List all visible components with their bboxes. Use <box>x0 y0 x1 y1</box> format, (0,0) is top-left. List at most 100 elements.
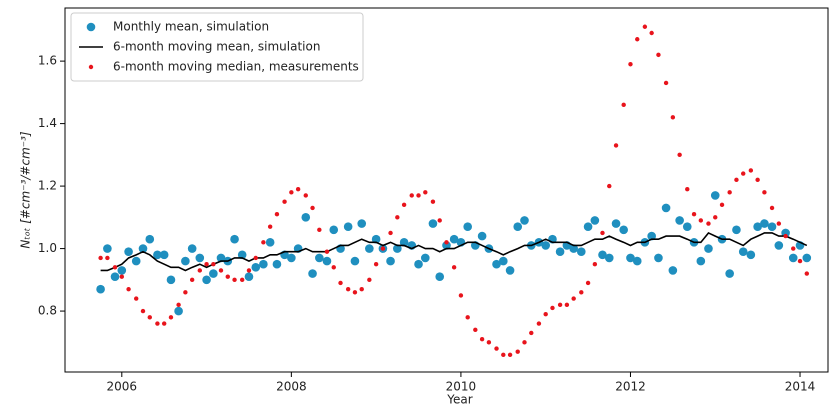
data-point <box>272 259 282 269</box>
data-point <box>734 177 739 183</box>
data-point <box>626 253 635 263</box>
data-point <box>119 274 125 279</box>
data-point <box>350 256 360 266</box>
data-point <box>315 253 324 263</box>
legend-label: 6-month moving median, measurements <box>113 60 359 74</box>
data-point <box>399 238 409 247</box>
data-point <box>421 253 430 263</box>
data-point <box>663 80 669 86</box>
data-point <box>244 272 254 282</box>
data-point <box>492 259 501 269</box>
data-point <box>343 222 353 232</box>
data-point <box>246 268 252 273</box>
data-point <box>202 275 211 285</box>
data-point <box>486 340 492 345</box>
data-point <box>713 215 718 220</box>
data-point <box>802 253 812 263</box>
data-point <box>647 231 656 241</box>
data-point <box>232 277 237 283</box>
data-point <box>529 330 534 336</box>
data-point <box>303 193 308 198</box>
data-point <box>442 241 451 250</box>
data-point <box>131 256 141 266</box>
data-point <box>463 222 472 232</box>
data-point <box>583 222 593 232</box>
data-point <box>451 265 457 270</box>
data-point <box>473 327 478 333</box>
x-tick-label: 2008 <box>276 380 307 394</box>
data-point <box>174 306 183 316</box>
data-point <box>670 115 676 120</box>
data-point <box>774 241 784 250</box>
data-point <box>746 250 756 260</box>
data-point <box>401 202 407 208</box>
data-point <box>331 265 336 270</box>
data-point <box>781 228 790 238</box>
y-axis-label: Nₜₒₜ [#cm⁻³/#cm⁻³] <box>19 131 33 249</box>
plot-frame <box>64 7 829 373</box>
data-point <box>557 302 563 308</box>
data-point <box>225 274 230 279</box>
data-point <box>301 213 311 222</box>
data-point <box>632 256 642 266</box>
data-point <box>430 199 436 204</box>
data-point <box>153 250 162 260</box>
data-point <box>719 202 725 208</box>
data-point <box>725 269 734 278</box>
data-point <box>449 234 459 244</box>
data-point <box>661 203 671 213</box>
data-point <box>607 183 612 189</box>
data-point <box>126 287 131 292</box>
data-point <box>621 102 626 108</box>
data-point <box>550 305 555 311</box>
data-point <box>797 258 803 264</box>
data-point <box>654 253 663 263</box>
data-point <box>769 205 775 211</box>
data-point <box>507 352 513 358</box>
data-point <box>145 234 155 244</box>
data-point <box>274 212 280 217</box>
data-point <box>710 191 720 200</box>
data-point <box>569 244 578 253</box>
data-point <box>183 290 188 295</box>
data-point <box>590 216 600 225</box>
data-point <box>741 171 746 176</box>
y-tick-label: 0.8 <box>38 304 57 318</box>
data-point <box>791 246 796 251</box>
data-point <box>458 293 464 298</box>
data-point <box>124 247 133 257</box>
x-tick-label: 2010 <box>446 380 477 394</box>
data-point <box>134 296 139 301</box>
data-point <box>317 227 322 233</box>
data-point <box>324 249 330 254</box>
data-point <box>762 190 767 195</box>
data-point <box>555 247 565 257</box>
data-point <box>635 37 640 42</box>
data-point <box>611 219 621 228</box>
data-point <box>388 230 393 236</box>
y-tick-label: 1.2 <box>38 179 57 193</box>
data-point <box>444 240 449 245</box>
data-point <box>428 219 438 228</box>
data-point <box>520 216 529 225</box>
data-point <box>357 219 367 228</box>
data-point <box>465 315 470 320</box>
data-point <box>259 259 268 269</box>
x-axis-label: Year <box>446 393 472 407</box>
data-point <box>576 247 586 257</box>
data-point <box>613 143 619 148</box>
data-point <box>668 266 678 275</box>
legend-swatch <box>86 22 96 32</box>
data-point <box>187 244 197 253</box>
data-point <box>804 271 810 276</box>
data-point <box>338 280 343 286</box>
plot-area <box>96 24 812 358</box>
data-point <box>211 262 216 267</box>
data-point <box>209 269 218 278</box>
y-tick-label: 1.6 <box>38 54 57 68</box>
data-point <box>295 187 301 192</box>
data-point <box>477 231 487 241</box>
data-point <box>176 302 181 308</box>
